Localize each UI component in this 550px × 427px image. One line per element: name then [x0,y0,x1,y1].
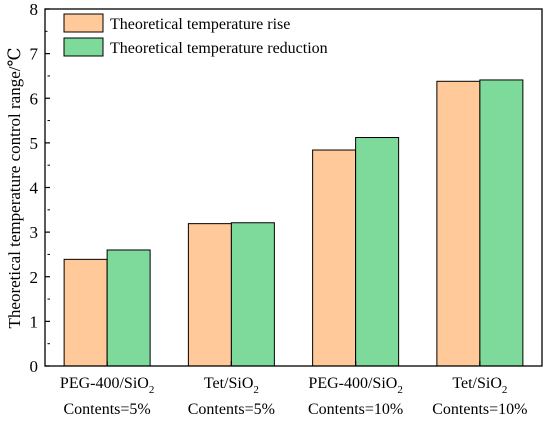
bar-reduction [479,79,524,367]
legend-swatch [63,37,104,57]
bar-rise [312,149,357,367]
bar-reduction [106,249,151,367]
category-label-line1: Tet/SiO2 [452,375,507,396]
x-axis-labels: PEG-400/SiO2Contents=5%Tet/SiO2Contents=… [60,375,528,418]
bar-reduction [355,137,400,367]
category-label-base: PEG-400/SiO [308,375,397,392]
y-tick-label: 7 [30,45,39,64]
y-tick-label: 0 [30,357,39,376]
category-label-line2: Contents=5% [64,401,151,418]
bar-reduction [230,222,275,367]
category-label-base: Tet/SiO [452,375,502,392]
bar-rise [63,258,108,367]
y-axis-ticks: 0 1 2 3 4 5 6 7 8 [30,0,50,376]
y-tick-label: 3 [30,223,39,242]
category-label-subscript: 2 [502,384,508,396]
legend: Theoretical temperature rise Theoretical … [63,13,328,57]
category-label-subscript: 2 [397,384,403,396]
category-label-line2: Contents=10% [308,401,403,418]
category-label-line2: Contents=5% [188,401,275,418]
bars [63,79,524,367]
legend-swatch [63,13,104,33]
category-label-line1: PEG-400/SiO2 [308,375,402,396]
category-label-subscript: 2 [149,384,155,396]
legend-label: Theoretical temperature rise [110,16,290,33]
y-axis-title: Theoretical temperature control range/℃ [5,48,24,329]
y-tick-label: 6 [30,89,39,108]
plot-frame [44,8,543,367]
category-label-subscript: 2 [253,384,259,396]
category-label-line1: PEG-400/SiO2 [60,375,154,396]
category-label-base: PEG-400/SiO [60,375,149,392]
category-label-line1: Tet/SiO2 [204,375,259,396]
y-tick-label: 4 [30,179,39,198]
category-label-line2: Contents=10% [432,401,527,418]
y-tick-label: 5 [30,134,39,153]
bar-rise [187,223,232,367]
y-tick-label: 2 [30,268,39,287]
y-tick-label: 8 [30,0,39,19]
bar-rise [436,80,481,367]
legend-label: Theoretical temperature reduction [110,40,328,57]
y-tick-label: 1 [30,312,39,331]
y-axis-title-group: Theoretical temperature control range/℃ [5,48,24,329]
category-label-base: Tet/SiO [204,375,254,392]
